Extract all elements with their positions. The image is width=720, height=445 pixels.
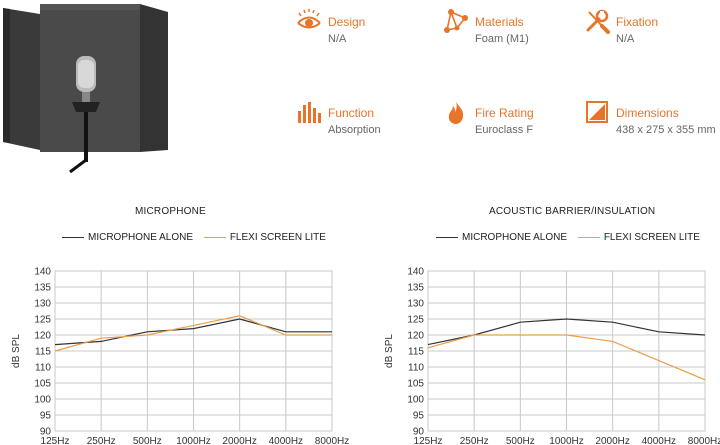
y-tick-label: 120 [34, 331, 51, 342]
eye-icon [297, 9, 321, 29]
spec-label: Design [328, 15, 366, 29]
x-tick-label: 125Hz [41, 436, 70, 445]
chart-title: MICROPHONE [135, 206, 206, 217]
legend-swatch [203, 236, 226, 238]
y-tick-label: 130 [34, 299, 51, 310]
y-axis-label: dB SPL [384, 334, 395, 368]
legend-swatch [577, 236, 600, 238]
legend-item: FLEXI SCREEN LITE [577, 232, 700, 243]
legend-swatch [436, 236, 458, 238]
x-tick-label: 2000Hz [595, 436, 629, 445]
chart-title: ACOUSTIC BARRIER/INSULATION [489, 206, 656, 217]
y-tick-label: 110 [408, 363, 424, 374]
x-tick-label: 4000Hz [269, 436, 303, 445]
x-tick-label: 125Hz [414, 436, 443, 445]
y-tick-label: 115 [35, 347, 51, 358]
microphone-chart: MICROPHONE MICROPHONE ALONE FLEXI SCREEN… [0, 200, 360, 445]
legend-swatch [62, 236, 84, 238]
spec-value: 438 x 275 x 355 mm [616, 124, 716, 136]
acoustic-barrier-chart: ACOUSTIC BARRIER/INSULATION MICROPHONE A… [360, 200, 720, 445]
spec-value: N/A [616, 33, 635, 45]
y-tick-label: 140 [407, 267, 424, 278]
chart-plot: 90 95 100 105 110 115 120 125 130 135 140 125Hz 250H… [384, 267, 720, 445]
legend-item: MICROPHONE ALONE [62, 232, 193, 243]
wrench-screwdriver-icon [586, 9, 610, 34]
legend-item: FLEXI SCREEN LITE [203, 232, 326, 243]
y-tick-label: 130 [407, 299, 424, 310]
x-tick-label: 1000Hz [176, 436, 210, 445]
legend-item: MICROPHONE ALONE [436, 232, 567, 243]
legend-label: FLEXI SCREEN LITE [229, 232, 326, 243]
y-tick-label: 135 [34, 283, 51, 294]
y-tick-label: 140 [34, 267, 51, 278]
x-tick-label: 1000Hz [549, 436, 583, 445]
y-tick-label: 100 [407, 395, 424, 406]
y-tick-label: 115 [408, 347, 424, 358]
y-tick-label: 105 [407, 379, 424, 390]
y-tick-label: 135 [407, 283, 424, 294]
series-line [427, 334, 706, 381]
series-line [54, 315, 332, 352]
y-tick-label: 125 [407, 315, 424, 326]
equalizer-icon [298, 102, 321, 123]
x-tick-label: 8000Hz [688, 436, 720, 445]
legend-label: MICROPHONE ALONE [88, 232, 194, 243]
spec-label: Dimensions [616, 106, 679, 120]
y-tick-label: 90 [40, 427, 52, 438]
y-tick-label: 95 [413, 411, 425, 422]
dimensions-icon [586, 101, 608, 123]
x-tick-label: 500Hz [133, 436, 162, 445]
legend-label: MICROPHONE ALONE [462, 232, 568, 243]
x-tick-label: 2000Hz [222, 436, 256, 445]
y-tick-label: 95 [40, 411, 52, 422]
y-tick-label: 125 [34, 315, 51, 326]
molecule-icon [444, 9, 468, 33]
x-tick-label: 4000Hz [642, 436, 676, 445]
spec-label: Fire Rating [475, 106, 534, 120]
x-tick-label: 8000Hz [315, 436, 349, 445]
y-tick-label: 110 [35, 363, 51, 374]
spec-value: N/A [328, 33, 347, 45]
product-photo [0, 0, 195, 175]
y-tick-label: 100 [34, 395, 51, 406]
x-tick-label: 250Hz [87, 436, 116, 445]
flame-icon [448, 101, 464, 124]
spec-label: Materials [475, 15, 524, 29]
spec-value: Euroclass F [475, 124, 534, 136]
y-axis-label: dB SPL [11, 334, 22, 368]
spec-value: Foam (M1) [475, 33, 529, 45]
spec-label: Fixation [616, 15, 659, 29]
chart-plot: 90 95 100 105 110 115 120 125 130 135 140 125Hz 250H… [11, 267, 349, 445]
y-tick-label: 105 [34, 379, 51, 390]
x-tick-label: 250Hz [460, 436, 489, 445]
legend-label: FLEXI SCREEN LITE [603, 232, 700, 243]
chart-legend: MICROPHONE ALONE FLEXI SCREEN LITE [436, 232, 708, 243]
series-line [54, 318, 332, 346]
y-tick-label: 90 [413, 427, 425, 438]
chart-legend: MICROPHONE ALONE FLEXI SCREEN LITE [62, 232, 334, 243]
spec-label: Function [328, 106, 375, 120]
y-tick-label: 120 [407, 331, 424, 342]
spec-value: Absorption [328, 124, 381, 136]
x-tick-label: 500Hz [506, 436, 535, 445]
